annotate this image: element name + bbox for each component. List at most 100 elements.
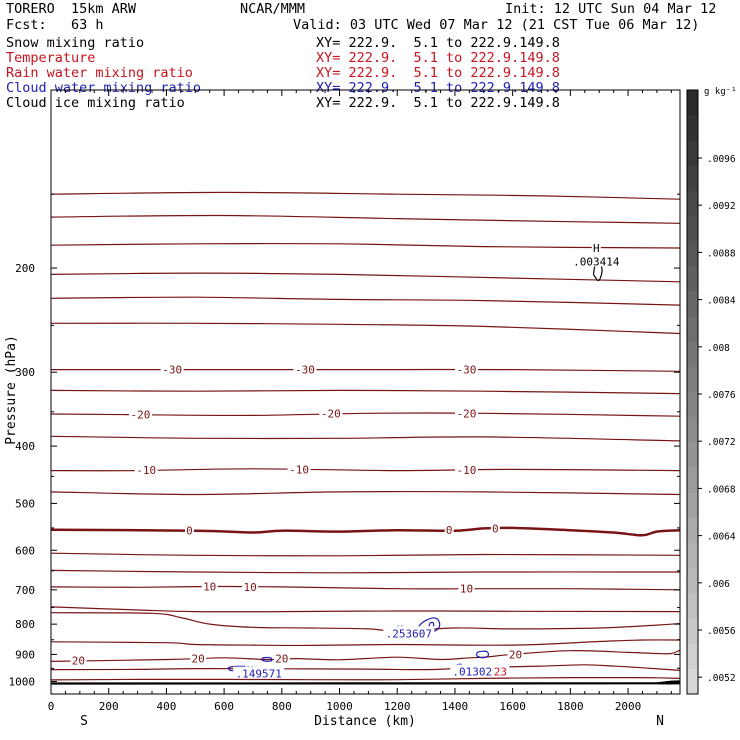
y-tick-label: 300 — [15, 366, 35, 379]
colorbar-swatch — [687, 90, 698, 116]
x-tick-label: 1400 — [442, 700, 469, 713]
isotherm-line — [51, 612, 680, 632]
contour-label-bg — [190, 651, 207, 664]
colorbar-swatch — [687, 190, 698, 217]
contour-label: 10 — [203, 581, 216, 594]
colorbar-swatch — [687, 467, 698, 494]
colorbar-swatch — [687, 366, 698, 393]
isotherm-line — [51, 296, 680, 306]
org-label: NCAR/MMM — [240, 1, 306, 17]
contour-label: -10 — [457, 464, 477, 477]
contour-label: .149571 — [236, 668, 282, 681]
contour-label: 10 — [243, 581, 256, 594]
colorbar-swatch — [687, 568, 698, 594]
contour-label: -20 — [457, 407, 477, 420]
colorbar-tick-label: .008 — [707, 343, 730, 354]
colorbar-swatch — [687, 643, 698, 670]
isotherm-line — [51, 490, 680, 496]
valid-time: Valid: 03 UTC Wed 07 Mar 12 (21 CST Tue … — [293, 17, 700, 33]
contour-label: .01302 — [452, 666, 492, 679]
x-tick-label: 400 — [156, 700, 176, 713]
x-tick-label: 1000 — [326, 700, 353, 713]
contour-label-bg — [242, 579, 259, 592]
isotherm-line — [51, 569, 680, 574]
colorbar-swatch — [687, 593, 698, 619]
y-tick-label: 1000 — [9, 675, 36, 688]
contour-label-bg — [160, 362, 184, 375]
contour-label: -30 — [295, 364, 315, 377]
y-tick-label: 500 — [15, 497, 35, 510]
contour-label: 10 — [460, 583, 473, 596]
isotherm-line — [51, 368, 680, 372]
isotherm-line — [51, 606, 680, 613]
contour-label: .253607 — [386, 627, 432, 640]
isotherm-line — [51, 552, 680, 557]
field-xy-snow: XY= 222.9. 5.1 to 222.9.149.8 — [316, 35, 560, 51]
colorbar-tick-label: .0092 — [707, 201, 736, 212]
contour-label: 0 — [186, 525, 193, 538]
field-name-rain: Rain water mixing ratio — [6, 65, 193, 81]
field-xy-cloud-ice: XY= 222.9. 5.1 to 222.9.149.8 — [316, 95, 560, 111]
isotherm-line — [51, 664, 680, 671]
y-tick-label: 900 — [15, 648, 35, 661]
isotherm-line — [51, 242, 680, 249]
colorbar-swatch — [687, 668, 698, 695]
x-axis-label: Distance (km) — [314, 714, 416, 729]
contour-label-bg — [454, 462, 478, 475]
colorbar-swatch — [687, 291, 698, 317]
y-tick-label: 800 — [15, 618, 35, 631]
x-tick-label: 1600 — [499, 700, 526, 713]
colorbar-swatch — [687, 241, 698, 267]
colorbar-swatch — [687, 543, 698, 569]
contour-label-bg — [490, 521, 500, 534]
contour-label-bg — [273, 651, 290, 664]
terrain-line — [51, 680, 680, 685]
colorbar-tick-label: .0084 — [707, 296, 736, 307]
contour-label-bg — [458, 581, 475, 594]
contour-label-bg — [319, 406, 343, 419]
contour-label-bg — [128, 407, 152, 420]
y-tick-label: 700 — [15, 584, 35, 597]
contour-label: 20 — [509, 648, 522, 661]
colorbar-tick-label: .0068 — [707, 484, 736, 495]
colorbar-swatch — [687, 165, 698, 192]
isotherm-line — [51, 435, 680, 442]
contour-label: -30 — [457, 364, 477, 377]
contour-label-bg — [201, 579, 218, 592]
isotherm-line — [51, 639, 680, 647]
contour-label-bg — [570, 254, 622, 267]
colorbar-units: g kg⁻¹ — [704, 87, 737, 97]
isotherm-line — [51, 214, 680, 224]
contour-label: -30 — [162, 364, 182, 377]
plot-area: -30 -30 -30 -20 -20 -20 -10 -10 -10 0 0 0 10 10 10 20 20… — [51, 191, 680, 685]
colorbar-swatch — [687, 266, 698, 292]
contour-label: 0 — [492, 522, 499, 535]
colorbar-frame — [686, 89, 699, 695]
field-name-cloud-ice: Cloud ice mixing ratio — [6, 95, 185, 111]
colorbar-swatch — [687, 140, 698, 166]
x-tick-label: 0 — [48, 700, 55, 713]
field-name-cloud-water: Cloud water mixing ratio — [6, 80, 202, 96]
x-tick-label: 800 — [272, 700, 292, 713]
forecast-hour: Fcst: 63 h — [6, 17, 104, 33]
contour-label-bg — [184, 523, 194, 536]
mixing-ratio-contour — [476, 650, 490, 659]
colorbar-swatch — [687, 442, 698, 468]
isotherm-line — [51, 676, 680, 681]
contour-label: .003414 — [573, 256, 620, 269]
isotherm-line — [51, 649, 680, 662]
field-name-snow: Snow mixing ratio — [6, 35, 145, 51]
colorbar-swatch — [687, 115, 698, 141]
mixing-ratio-contour — [261, 656, 273, 662]
north-endpoint-label: N — [656, 714, 664, 729]
field-xy-cloud-water: XY= 222.9. 5.1 to 222.9.149.8 — [316, 80, 560, 96]
contour-label-bg — [287, 462, 311, 475]
colorbar-swatch — [687, 341, 698, 368]
init-time: Init: 12 UTC Sun 04 Mar 12 — [505, 1, 717, 17]
colorbar-swatch — [687, 517, 698, 544]
contour-label: -10 — [136, 464, 156, 477]
contour-label-bg — [454, 362, 478, 375]
isotherm-line — [51, 389, 680, 395]
colorbar-tick-label: .006 — [707, 579, 730, 590]
